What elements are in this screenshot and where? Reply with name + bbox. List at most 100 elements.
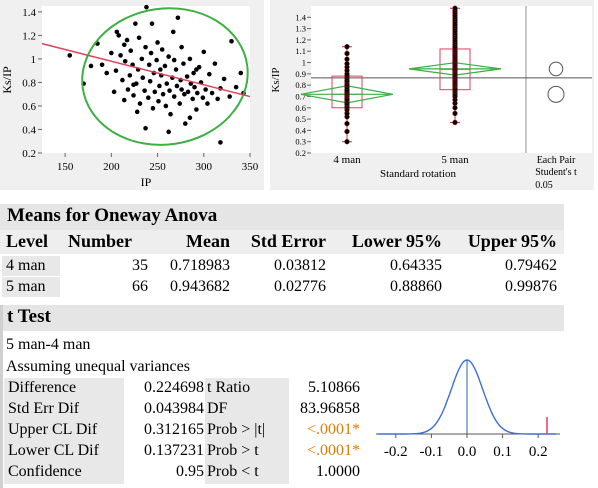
means-table-header-row	[0, 230, 564, 254]
value-prob-abs-t: <.0001*	[306, 421, 360, 438]
density-ellipse	[81, 7, 249, 146]
data-point	[452, 119, 458, 126]
data-point	[452, 105, 458, 111]
data-point	[212, 61, 218, 66]
row-bg-5man	[2, 277, 60, 297]
col-header-level[interactable]: Level	[6, 231, 48, 251]
data-point	[127, 73, 133, 78]
data-point	[194, 67, 199, 72]
value-confidence: 0.95	[176, 463, 204, 480]
data-point	[116, 33, 122, 38]
data-point	[143, 44, 148, 50]
ttest-comparison: 5 man-4 man	[6, 336, 91, 353]
ttest-outline-bar	[0, 305, 3, 488]
data-point	[140, 75, 146, 81]
x-tick-label: 300	[196, 161, 213, 173]
comparison-circles-area	[526, 6, 592, 153]
data-point	[156, 98, 161, 104]
t-distribution-chart: -0.2 -0.1 0.0 0.1 0.2	[376, 359, 560, 460]
data-point	[131, 82, 136, 88]
col-header-number[interactable]: Number	[68, 231, 132, 251]
y-tick-label: 0.7	[295, 91, 306, 101]
data-point	[124, 37, 130, 43]
data-point	[150, 106, 156, 111]
col-header-mean[interactable]: Mean	[186, 231, 230, 251]
col-header-upper-95[interactable]: Upper 95%	[467, 231, 557, 251]
data-point	[344, 128, 350, 135]
label-lower-cl-dif: Lower CL Dif	[8, 442, 99, 459]
bivariate-scatter-chart[interactable]: 150 200 250 300 350 0.2 0.4 0.6 0.8 1 1.2 1.4 Ks/IP…	[0, 0, 264, 190]
data-point	[179, 44, 184, 50]
x-tick-label: 200	[103, 161, 120, 173]
label-df: DF	[207, 400, 228, 417]
data-point	[160, 91, 166, 97]
data-point	[207, 71, 212, 77]
bivariate-plot-panel: 150 200 250 300 350 0.2 0.4 0.6 0.8 1 1.2 1.4 Ks/IP…	[0, 0, 264, 190]
value-t-ratio: 5.10866	[308, 379, 360, 396]
value-prob-gt-t: <.0001*	[306, 442, 360, 459]
table-cell: 4 man	[6, 257, 46, 274]
data-point	[171, 94, 177, 99]
data-point	[177, 101, 183, 106]
data-point	[201, 49, 207, 55]
table-cell: 0.79462	[505, 257, 557, 274]
x-tick-label: 150	[57, 161, 74, 173]
table-cell: 0.99876	[505, 278, 557, 295]
comparison-circle-5man	[548, 61, 564, 77]
data-point	[344, 50, 350, 57]
y-tick-label: 1	[31, 54, 37, 66]
data-point	[173, 67, 179, 72]
data-point	[200, 95, 206, 101]
data-point	[184, 74, 190, 79]
oneway-plot-area	[311, 6, 525, 153]
data-point	[175, 15, 181, 21]
data-point	[128, 48, 134, 53]
label-confidence: Confidence	[8, 463, 82, 480]
data-point	[171, 57, 177, 63]
col-header-std-error[interactable]: Std Error	[250, 231, 326, 251]
x-tick-label: 0.0	[458, 444, 477, 460]
y-tick-label: 0.9	[295, 69, 306, 79]
data-point	[163, 103, 169, 109]
oneway-chart[interactable]: 0.20.3 0.40.50.6 0.70.80.91 1.11.21.3 1.4 Ks…	[270, 0, 594, 191]
data-point	[125, 87, 131, 92]
data-point	[159, 47, 165, 52]
data-point	[205, 101, 210, 106]
ttest-assumption: Assuming unequal variances	[6, 358, 190, 375]
data-point	[146, 95, 151, 101]
data-point	[192, 84, 197, 90]
data-point	[209, 90, 215, 96]
data-point	[147, 78, 153, 84]
data-point	[139, 56, 145, 62]
data-point	[154, 57, 159, 63]
means-section-header[interactable]	[0, 204, 564, 230]
data-point	[113, 68, 119, 73]
data-point	[344, 120, 350, 127]
ttest-section-title: t Test	[7, 306, 51, 327]
col-header-lower-95[interactable]: Lower 95%	[351, 231, 442, 251]
y-tick-label: 1.4	[22, 7, 36, 19]
ttest-label-bg-2	[205, 378, 289, 484]
value-difference: 0.224698	[144, 379, 204, 396]
data-point	[229, 38, 234, 44]
y-tick-label: 0.8	[22, 77, 36, 89]
data-point	[215, 96, 220, 102]
comparison-circle-4man	[547, 85, 565, 103]
label-prob-lt-t: Prob < t	[207, 463, 259, 480]
table-cell: 66	[132, 278, 148, 295]
y-tick-label: 0.5	[295, 114, 306, 124]
row-bg-4man	[2, 256, 60, 276]
data-point	[227, 94, 232, 99]
value-lower-cl-dif: 0.137231	[144, 442, 204, 459]
data-point	[179, 87, 184, 92]
y-tick-label: 0.6	[22, 101, 36, 113]
table-cell: 0.64335	[390, 257, 442, 274]
data-point	[118, 53, 123, 58]
data-point	[182, 121, 188, 126]
compare-label-each-pair: Each Pair	[537, 155, 576, 166]
data-point	[131, 93, 136, 98]
data-point	[88, 63, 94, 69]
data-point	[185, 89, 191, 95]
data-point	[195, 90, 200, 96]
ttest-section-header[interactable]	[0, 305, 564, 331]
